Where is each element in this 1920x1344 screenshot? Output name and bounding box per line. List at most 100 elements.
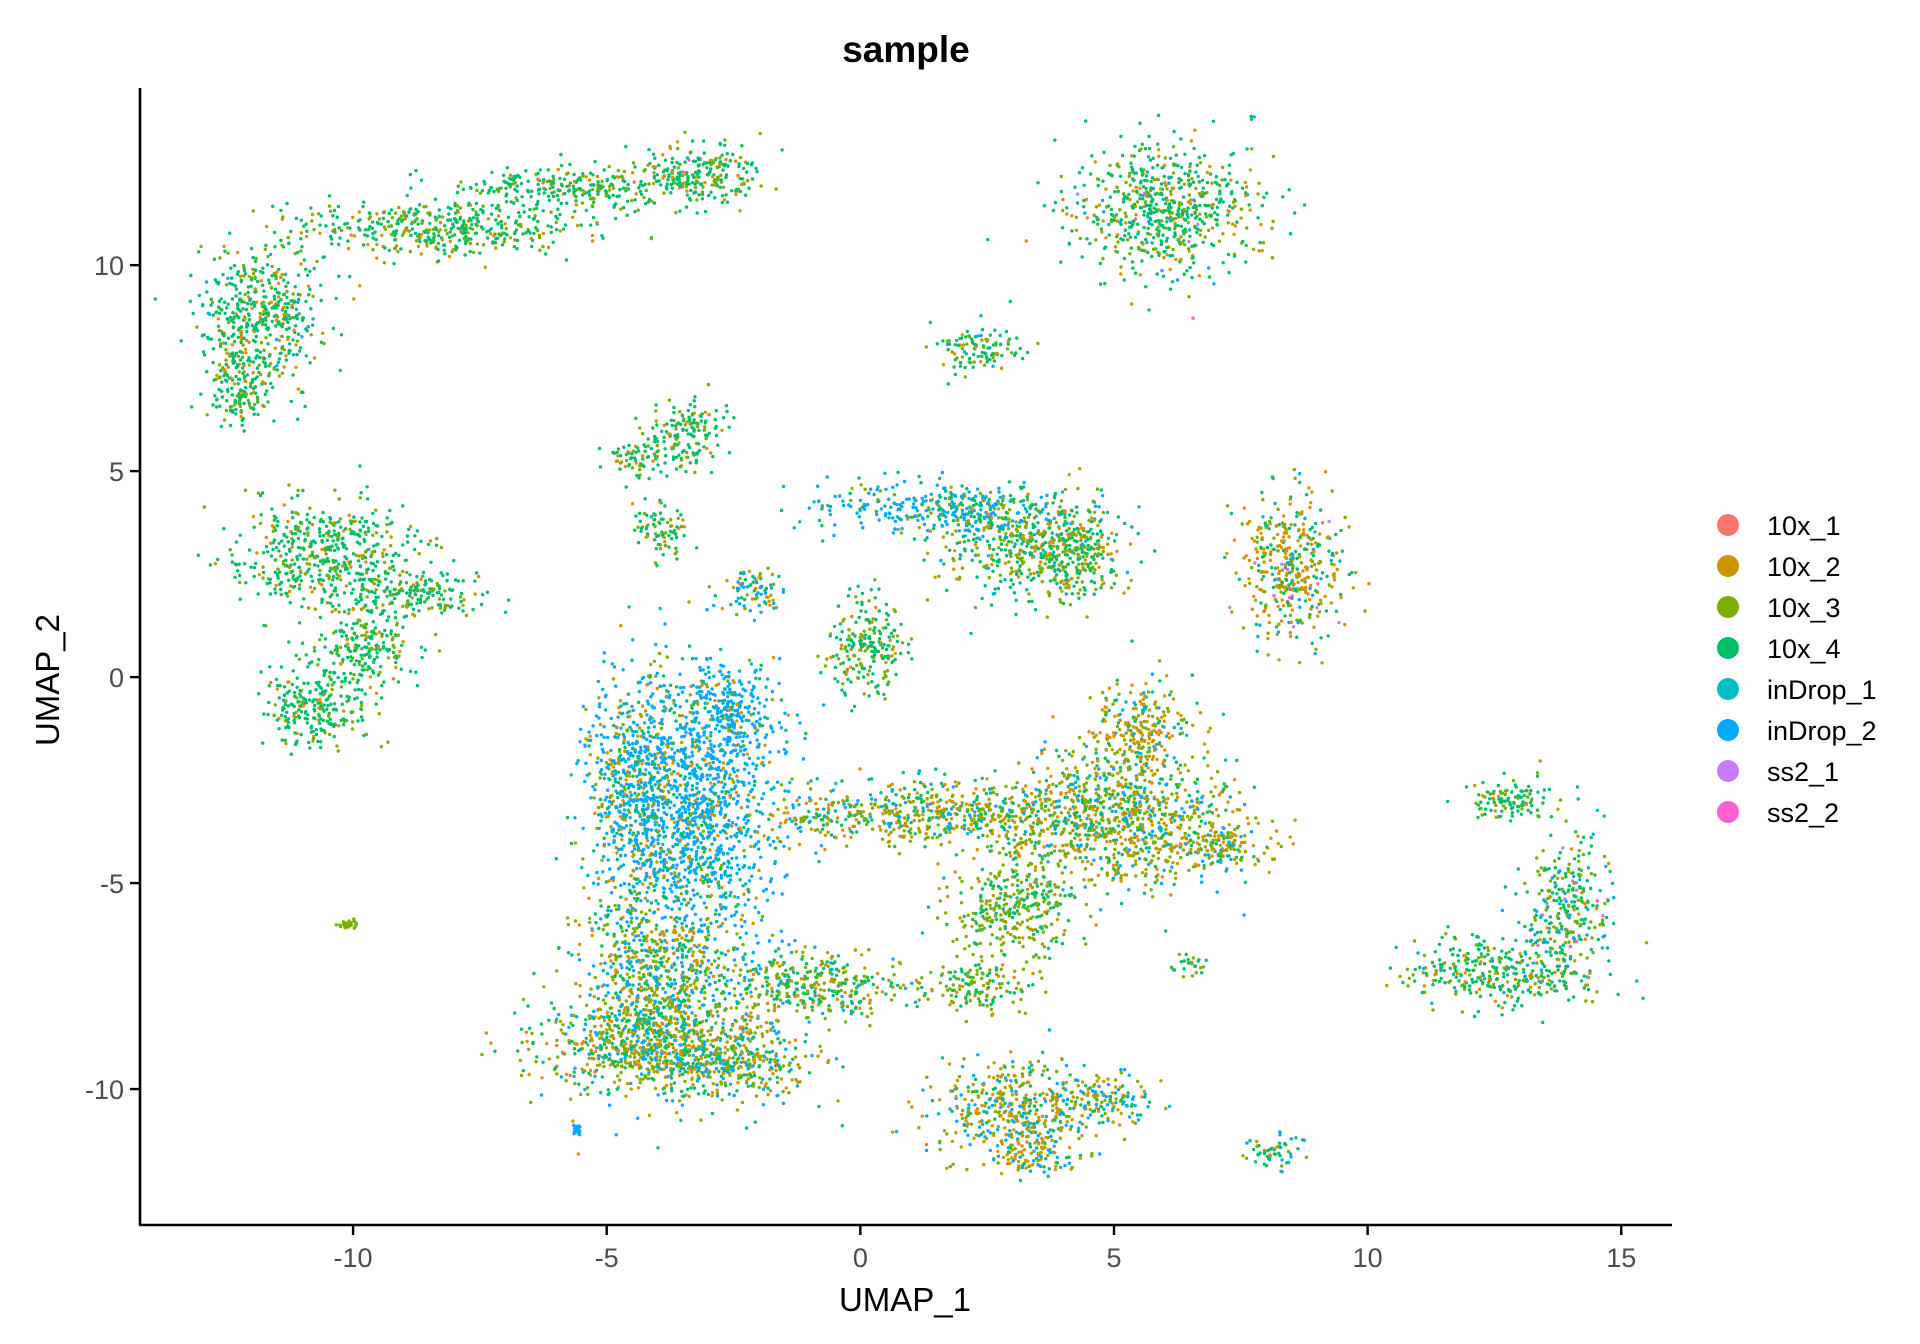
cell-point <box>944 489 948 493</box>
cell-point <box>745 593 749 597</box>
cell-point <box>1092 571 1096 575</box>
cell-point <box>279 592 283 597</box>
cell-point <box>1168 287 1173 291</box>
cell-point <box>329 722 333 727</box>
cell-point <box>297 565 301 570</box>
cell-point <box>959 515 963 519</box>
cell-point <box>492 189 496 194</box>
cell-point <box>473 231 478 235</box>
cell-point <box>318 530 322 534</box>
cell-point <box>1121 200 1126 204</box>
cell-point <box>1033 608 1038 612</box>
cell-point <box>1070 536 1074 540</box>
cell-point <box>284 741 288 746</box>
cell-point <box>534 203 539 207</box>
cell-point <box>283 738 287 742</box>
cell-point <box>1066 532 1070 537</box>
cell-point <box>564 258 569 262</box>
cell-point <box>497 186 502 190</box>
cell-point <box>199 392 203 396</box>
cell-point <box>1060 226 1065 230</box>
cell-point <box>774 187 778 191</box>
cell-point <box>434 218 438 222</box>
cell-point <box>441 597 446 601</box>
cell-point <box>548 186 552 191</box>
cell-point <box>270 507 274 511</box>
cell-point <box>1130 525 1134 529</box>
cell-point <box>242 269 247 273</box>
cell-point <box>1203 235 1207 239</box>
cell-point <box>330 592 334 597</box>
cell-point <box>443 606 447 610</box>
cell-point <box>290 541 294 546</box>
cell-point <box>891 634 895 639</box>
cell-point <box>1160 193 1164 197</box>
cell-point <box>153 297 157 301</box>
cell-point <box>946 342 950 347</box>
cell-point <box>1084 197 1089 202</box>
cell-point <box>375 242 379 247</box>
cell-point <box>991 592 995 596</box>
cell-point <box>1042 204 1047 208</box>
cell-point <box>512 174 516 179</box>
cell-point <box>1095 487 1100 491</box>
cell-point <box>1047 522 1052 526</box>
cell-point <box>1149 179 1153 184</box>
cell-point <box>419 178 424 182</box>
cell-point <box>986 512 990 516</box>
cell-point <box>376 673 381 677</box>
cell-point <box>833 523 837 527</box>
cell-point <box>875 487 879 492</box>
cell-point <box>707 431 711 435</box>
cell-point <box>637 511 642 515</box>
cell-point <box>218 256 222 260</box>
cell-point <box>1248 208 1252 212</box>
cell-point <box>1047 593 1052 598</box>
cell-point <box>312 586 317 591</box>
cell-point <box>943 496 947 501</box>
cell-point <box>294 343 298 347</box>
cell-point <box>508 236 513 240</box>
cell-point <box>681 173 685 178</box>
cell-point <box>437 649 442 653</box>
cell-point <box>300 245 304 249</box>
cell-point <box>998 573 1002 577</box>
cell-point <box>257 363 261 367</box>
cell-point <box>224 358 228 362</box>
cell-point <box>310 212 315 217</box>
cell-point <box>1146 226 1150 230</box>
cell-point <box>1010 524 1015 528</box>
cell-point <box>259 279 263 283</box>
cell-point <box>299 237 303 241</box>
cell-point <box>1147 219 1151 224</box>
cell-point <box>941 535 945 539</box>
cell-point <box>281 305 286 310</box>
cell-point <box>1086 543 1090 548</box>
cell-point <box>639 179 643 184</box>
cell-point <box>363 539 367 544</box>
cell-point <box>952 511 956 515</box>
cell-point <box>292 577 296 582</box>
cell-point <box>1131 206 1135 210</box>
cell-point <box>433 632 438 637</box>
cell-point <box>308 506 312 510</box>
cell-point <box>999 366 1004 370</box>
cell-point <box>275 572 280 576</box>
cell-point <box>630 198 634 203</box>
cell-point <box>295 339 300 343</box>
cell-point <box>1235 220 1239 224</box>
cell-point <box>997 529 1001 533</box>
cell-point <box>1089 516 1094 520</box>
cell-point <box>442 243 446 247</box>
cell-point <box>405 534 410 538</box>
cell-point <box>1091 499 1095 503</box>
cell-point <box>1059 260 1063 264</box>
cell-point <box>302 258 306 262</box>
cell-point <box>236 569 240 573</box>
cell-point <box>202 353 207 357</box>
cell-point <box>400 233 405 237</box>
cell-point <box>742 585 746 589</box>
cell-point <box>1040 579 1045 584</box>
cell-point <box>1179 185 1183 190</box>
cell-point <box>240 366 245 370</box>
